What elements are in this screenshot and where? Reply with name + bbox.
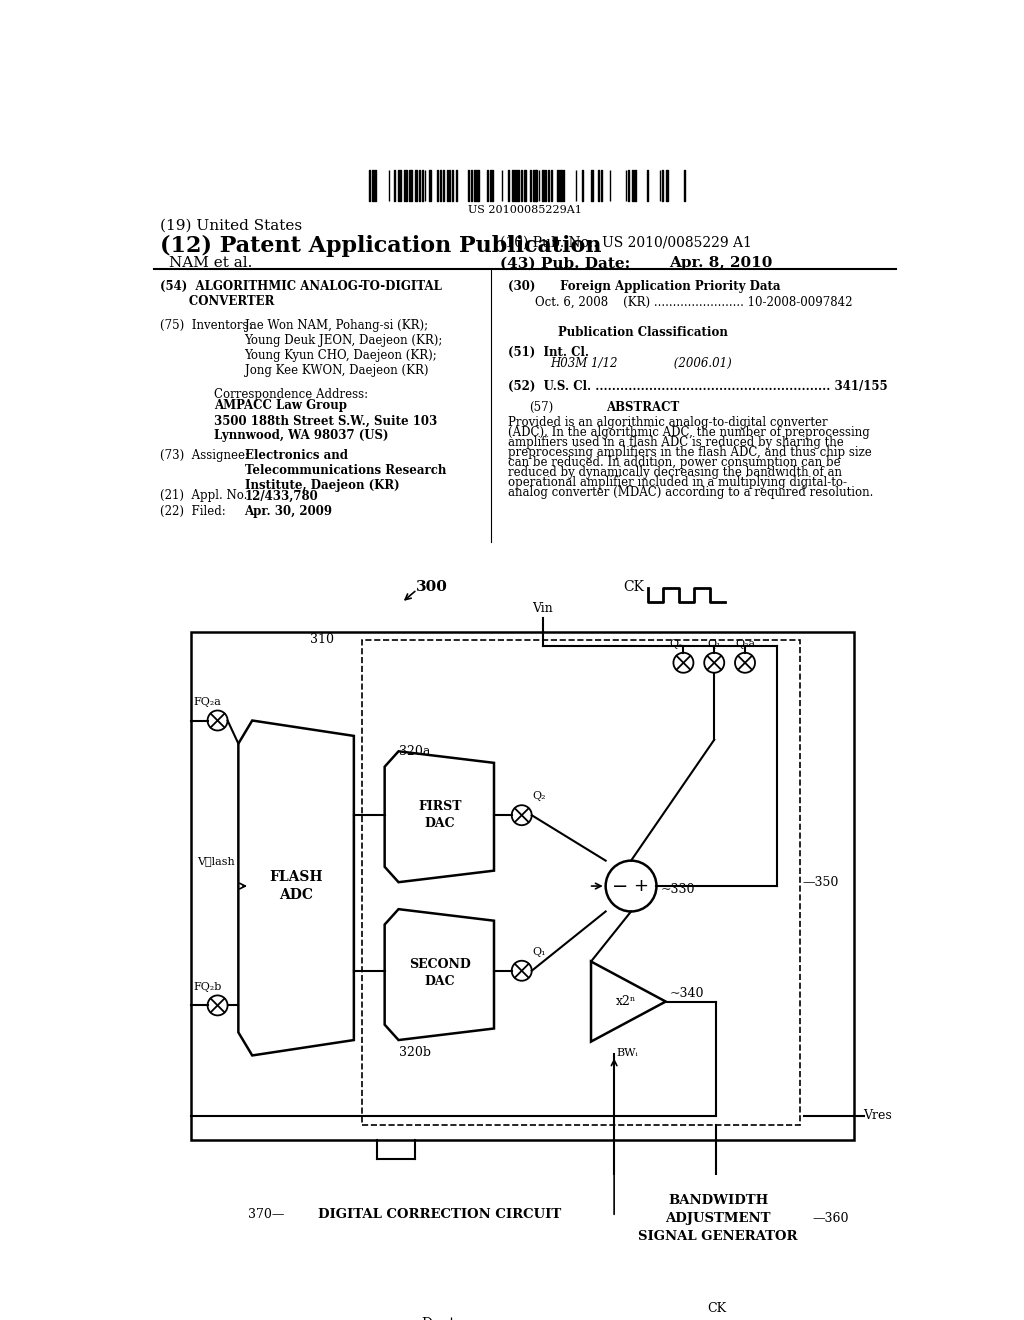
Text: NAM et al.: NAM et al. (169, 256, 253, 271)
Text: amplifiers used in a flash ADC is reduced by sharing the: amplifiers used in a flash ADC is reduce… (508, 437, 844, 449)
Text: CK: CK (708, 1302, 727, 1315)
Text: (ADC). In the algorithmic ADC, the number of preprocessing: (ADC). In the algorithmic ADC, the numbe… (508, 426, 869, 440)
Text: +: + (633, 876, 648, 895)
Bar (361, 640, 801, 1125)
Text: (57): (57) (529, 401, 554, 414)
Text: Apr. 8, 2010: Apr. 8, 2010 (670, 256, 773, 271)
Text: (12) Patent Application Publication: (12) Patent Application Publication (160, 235, 601, 257)
Text: —350: —350 (803, 875, 839, 888)
Bar (190, 632, 854, 1140)
Text: can be reduced. In addition, power consumption can be: can be reduced. In addition, power consu… (508, 457, 841, 470)
Text: FQ₂b: FQ₂b (194, 982, 222, 993)
Text: Electronics and
Telecommunications Research
Institute, Daejeon (KR): Electronics and Telecommunications Resea… (245, 449, 445, 492)
Text: FIRST
DAC: FIRST DAC (419, 800, 462, 830)
Text: Dout: Dout (422, 1317, 456, 1320)
Text: Vres: Vres (863, 1109, 892, 1122)
Text: (75)  Inventors:: (75) Inventors: (160, 318, 252, 331)
Text: (30)      Foreign Application Priority Data: (30) Foreign Application Priority Data (508, 280, 780, 293)
Text: (52)  U.S. Cl. ......................................................... 341/155: (52) U.S. Cl. ..........................… (508, 380, 888, 393)
Text: (54)  ALGORITHMIC ANALOG-TO-DIGITAL
       CONVERTER: (54) ALGORITHMIC ANALOG-TO-DIGITAL CONVE… (160, 280, 441, 308)
Text: ~340: ~340 (670, 987, 705, 1001)
Text: 300: 300 (416, 579, 447, 594)
Text: operational amplifier included in a multiplying digital-to-: operational amplifier included in a mult… (508, 477, 847, 490)
Text: DIGITAL CORRECTION CIRCUIT: DIGITAL CORRECTION CIRCUIT (318, 1208, 562, 1221)
Text: Vin: Vin (532, 602, 553, 615)
Text: 320b: 320b (398, 1047, 430, 1059)
Text: AMPACC Law Group
3500 188th Street S.W., Suite 103
Lynnwood, WA 98037 (US): AMPACC Law Group 3500 188th Street S.W.,… (214, 400, 437, 442)
Bar (630, 1183, 807, 1255)
Text: 370—: 370— (248, 1208, 285, 1221)
Text: ABSTRACT: ABSTRACT (606, 401, 680, 414)
Text: Q₂: Q₂ (532, 792, 546, 801)
Text: reduced by dynamically decreasing the bandwidth of an: reduced by dynamically decreasing the ba… (508, 466, 842, 479)
Text: BWᵢ: BWᵢ (616, 1048, 638, 1057)
Text: Jae Won NAM, Pohang-si (KR);
Young Deuk JEON, Daejeon (KR);
Young Kyun CHO, Daej: Jae Won NAM, Pohang-si (KR); Young Deuk … (245, 318, 443, 376)
Text: Correspondence Address:: Correspondence Address: (214, 388, 368, 401)
Text: (10) Pub. No.: US 2010/0085229 A1: (10) Pub. No.: US 2010/0085229 A1 (500, 235, 752, 249)
Text: Q₁: Q₁ (708, 639, 721, 649)
Text: Provided is an algorithmic analog-to-digital converter: Provided is an algorithmic analog-to-dig… (508, 416, 827, 429)
Text: —360: —360 (813, 1212, 849, 1225)
Text: (19) United States: (19) United States (160, 218, 302, 232)
Text: (73)  Assignee:: (73) Assignee: (160, 449, 249, 462)
Text: Q₁: Q₁ (532, 946, 546, 957)
Bar (289, 1185, 593, 1243)
Text: BANDWIDTH
ADJUSTMENT
SIGNAL GENERATOR: BANDWIDTH ADJUSTMENT SIGNAL GENERATOR (638, 1195, 798, 1243)
Text: Q₂a: Q₂a (735, 639, 755, 649)
Text: FQ₂a: FQ₂a (194, 697, 221, 708)
Text: analog converter (MDAC) according to a required resolution.: analog converter (MDAC) according to a r… (508, 487, 873, 499)
Text: (51)  Int. Cl.: (51) Int. Cl. (508, 346, 589, 359)
Text: 12/433,780: 12/433,780 (245, 490, 318, 503)
Text: FLASH
ADC: FLASH ADC (269, 870, 323, 903)
Text: ~330: ~330 (660, 883, 695, 896)
Text: Oct. 6, 2008    (KR) ........................ 10-2008-0097842: Oct. 6, 2008 (KR) ......................… (535, 296, 852, 309)
Text: −: − (612, 876, 629, 895)
Text: (22)  Filed:: (22) Filed: (160, 506, 225, 517)
Text: 310: 310 (309, 634, 334, 647)
Text: Publication Classification: Publication Classification (558, 326, 728, 339)
Text: (21)  Appl. No.:: (21) Appl. No.: (160, 490, 251, 503)
Text: V₟lash: V₟lash (197, 857, 234, 866)
Text: (43) Pub. Date:: (43) Pub. Date: (500, 256, 631, 271)
Text: US 20100085229A1: US 20100085229A1 (468, 205, 582, 215)
Text: SECOND
DAC: SECOND DAC (410, 958, 471, 989)
Text: preprocessing amplifiers in the flash ADC, and thus chip size: preprocessing amplifiers in the flash AD… (508, 446, 871, 459)
Text: H03M 1/12               (2006.01): H03M 1/12 (2006.01) (550, 358, 732, 370)
Text: Apr. 30, 2009: Apr. 30, 2009 (245, 506, 333, 517)
Text: x2ⁿ: x2ⁿ (615, 995, 636, 1008)
Text: 320a: 320a (398, 744, 430, 758)
Text: Qₐ: Qₐ (669, 639, 682, 649)
Text: CK: CK (624, 579, 644, 594)
